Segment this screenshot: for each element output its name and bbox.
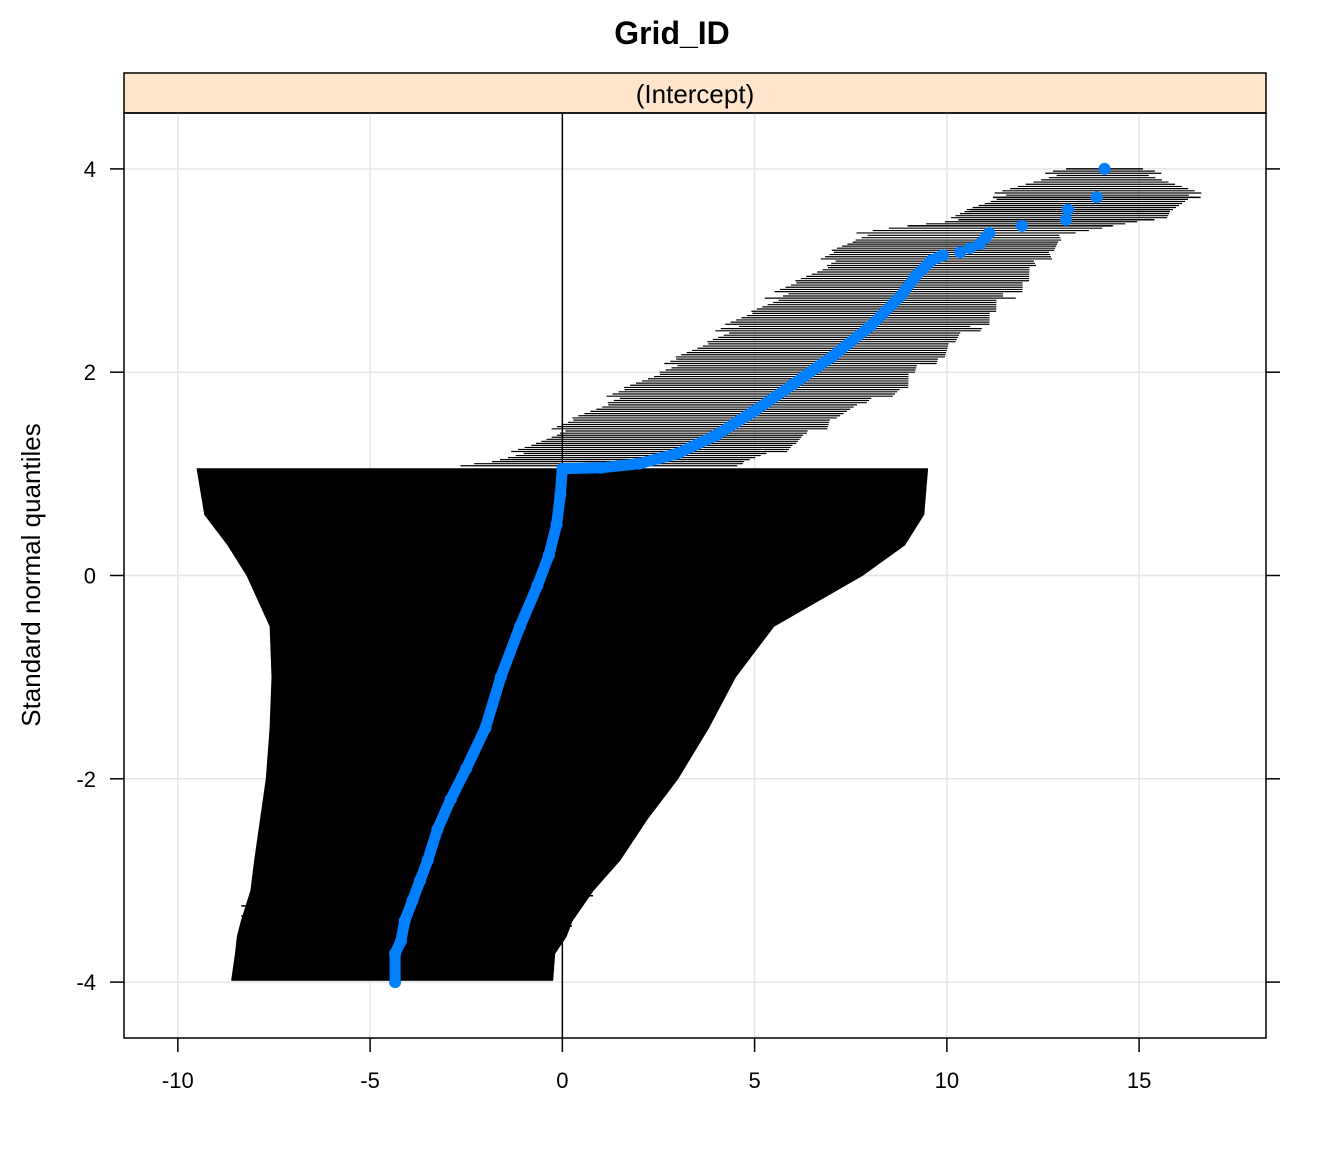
quantile-point [542, 549, 555, 562]
quantile-point [494, 671, 507, 684]
quantile-point [1060, 213, 1073, 226]
y-tick-label: -2 [76, 767, 96, 792]
quantile-point [398, 915, 411, 928]
strip-label: (Intercept) [636, 79, 755, 109]
y-tick-label: 2 [84, 360, 96, 385]
quantile-point [937, 249, 950, 262]
quantile-point [389, 976, 402, 989]
quantile-point [414, 874, 427, 887]
quantile-point [514, 620, 527, 633]
quantile-point [406, 894, 419, 907]
quantile-point [983, 226, 996, 239]
quantile-point [894, 289, 907, 302]
quantile-point [910, 269, 923, 282]
panel-strip: (Intercept) [123, 72, 1267, 114]
y-tick-label: -4 [76, 970, 96, 995]
quantile-point [825, 350, 838, 363]
quantile-point [421, 854, 434, 867]
chart-title: Grid_ID [614, 15, 730, 51]
quantile-point [787, 378, 800, 391]
quantile-point [550, 518, 563, 531]
quantile-point [863, 320, 876, 333]
quantile-point [1015, 219, 1028, 232]
quantile-point [748, 404, 761, 417]
quantile-point [671, 447, 684, 460]
strip-background [123, 72, 1267, 114]
x-tick-label: -10 [162, 1068, 194, 1093]
quantile-point [954, 246, 967, 259]
quantile-point [1061, 203, 1074, 216]
quantile-point [389, 947, 402, 960]
y-tick-label: 0 [84, 564, 96, 589]
quantile-point [531, 579, 544, 592]
quantile-point [710, 429, 723, 442]
quantile-point [1090, 191, 1103, 204]
quantile-point [925, 254, 938, 267]
x-tick-label: -5 [360, 1068, 380, 1093]
x-tick-label: 0 [556, 1068, 568, 1093]
quantile-point [394, 935, 407, 948]
quantile-point [444, 793, 457, 806]
y-tick-label: 4 [84, 157, 96, 182]
y-axis: -4 -2 0 2 4 [76, 157, 1280, 995]
quantile-point [431, 823, 444, 836]
x-tick-label: 15 [1127, 1068, 1151, 1093]
quantile-points [389, 162, 1111, 989]
x-tick-label: 5 [748, 1068, 760, 1093]
quantile-point [633, 457, 646, 470]
quantile-point [963, 242, 976, 255]
quantile-point [554, 488, 567, 501]
quantile-point [460, 762, 473, 775]
quantile-point [479, 721, 492, 734]
x-axis: -10 -5 0 5 10 15 [162, 1038, 1151, 1093]
quantile-point [556, 462, 569, 475]
y-axis-label: Standard normal quantiles [16, 423, 46, 727]
x-tick-label: 10 [935, 1068, 959, 1093]
quantile-point [594, 461, 607, 474]
quantile-point [1098, 162, 1111, 175]
